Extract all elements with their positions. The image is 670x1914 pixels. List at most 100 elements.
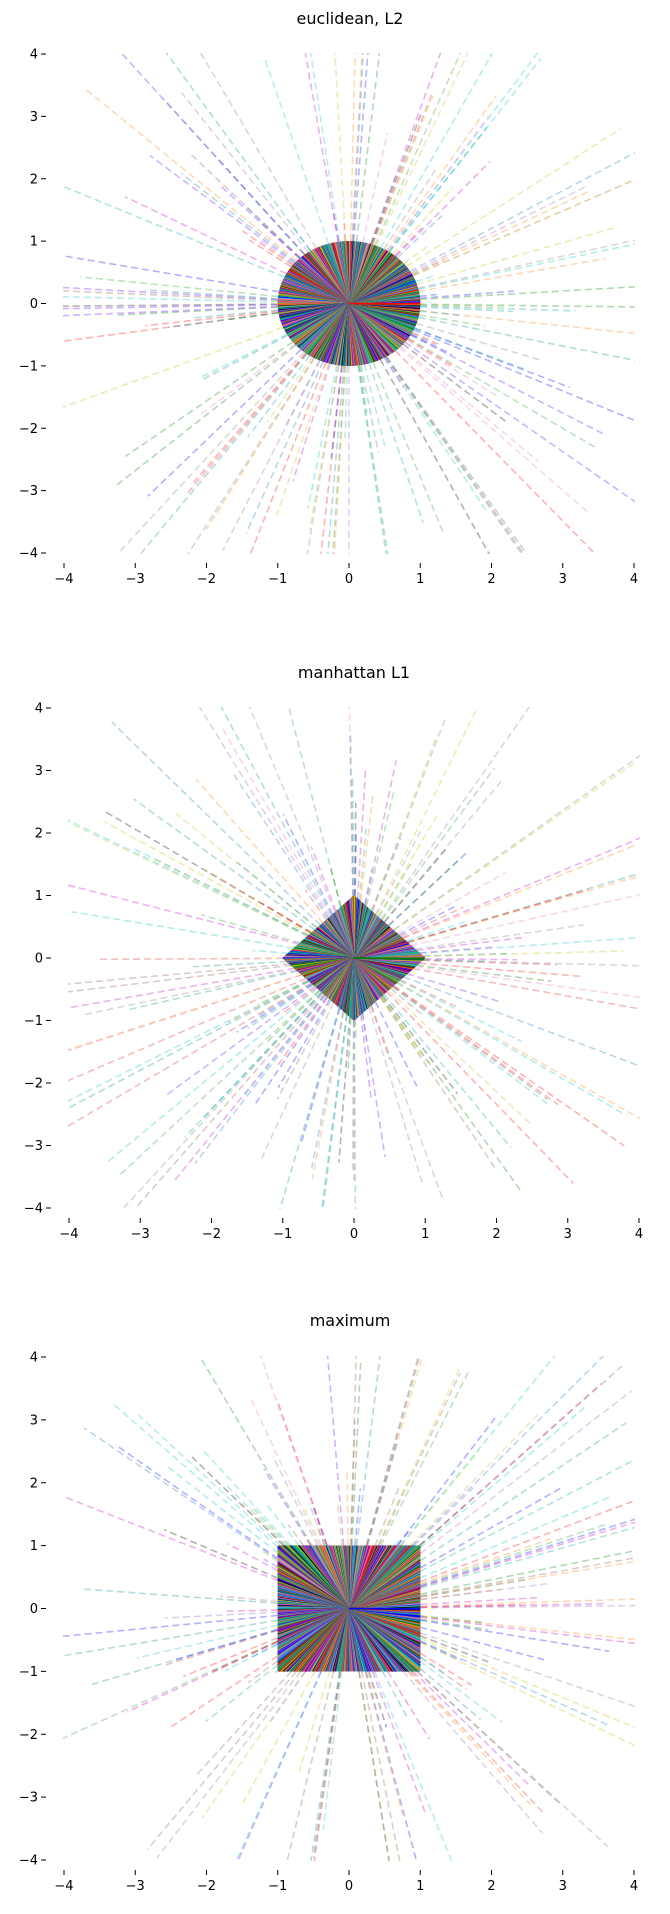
y-tick-label: −2 xyxy=(19,1728,38,1743)
outer-dashed-segment xyxy=(329,864,342,908)
outer-dashed-segment xyxy=(366,1356,424,1546)
outer-dashed-segment xyxy=(63,303,278,307)
outer-dashed-segment xyxy=(133,992,324,1209)
outer-dashed-segment xyxy=(344,365,349,438)
outer-dashed-segment xyxy=(404,341,635,503)
y-tick-label: −3 xyxy=(24,1139,43,1154)
outer-dashed-segment xyxy=(63,295,278,303)
outer-dashed-segment xyxy=(370,114,422,245)
outer-dashed-segment xyxy=(375,53,469,247)
outer-dashed-segment xyxy=(418,1383,602,1547)
y-tick-label: −3 xyxy=(19,1791,38,1806)
outer-dashed-segment xyxy=(419,1639,609,1726)
outer-dashed-segment xyxy=(405,127,622,268)
outer-dashed-segment xyxy=(409,151,635,273)
outer-dashed-segment xyxy=(422,952,509,957)
outer-dashed-segment xyxy=(363,868,373,906)
outer-dashed-segment xyxy=(346,1472,349,1546)
outer-dashed-segment xyxy=(419,1487,562,1569)
outer-dashed-segment xyxy=(188,152,302,259)
outer-dashed-segment xyxy=(369,53,442,245)
outer-dashed-segment xyxy=(197,343,296,417)
outer-dashed-segment xyxy=(68,821,309,937)
outer-dashed-segment xyxy=(226,1485,288,1547)
outer-dashed-segment xyxy=(420,1615,635,1641)
outer-dashed-segment xyxy=(372,361,444,532)
outer-dashed-segment xyxy=(180,172,297,263)
outer-dashed-segment xyxy=(83,1427,279,1561)
outer-dashed-segment xyxy=(380,995,521,1191)
outer-dashed-segment xyxy=(79,276,279,298)
outer-dashed-segment xyxy=(410,333,430,345)
outer-dashed-segment xyxy=(420,1616,635,1645)
x-tick-label: 2 xyxy=(487,1879,495,1894)
outer-dashed-segment xyxy=(418,314,486,327)
outer-dashed-segment xyxy=(387,860,459,927)
outer-dashed-segment xyxy=(358,365,365,391)
outer-dashed-segment xyxy=(384,357,489,515)
y-tick-label: −2 xyxy=(19,422,38,437)
outer-dashed-segment xyxy=(68,967,295,1009)
outer-dashed-segment xyxy=(290,224,312,252)
outer-dashed-segment xyxy=(310,846,337,912)
outer-dashed-segment xyxy=(220,1595,278,1603)
outer-dashed-segment xyxy=(198,707,330,918)
chart-title: maximum xyxy=(310,1311,391,1330)
outer-dashed-segment xyxy=(349,53,356,242)
outer-dashed-segment xyxy=(416,226,619,285)
outer-dashed-segment xyxy=(265,1503,300,1547)
outer-dashed-segment xyxy=(380,996,422,1056)
outer-dashed-segment xyxy=(374,1487,400,1546)
outer-dashed-segment xyxy=(361,1012,386,1158)
outer-dashed-segment xyxy=(309,53,341,242)
outer-dashed-segment xyxy=(399,1356,556,1547)
outer-dashed-segment xyxy=(307,364,338,509)
outer-dashed-segment xyxy=(411,332,437,346)
outer-dashed-segment xyxy=(237,1671,323,1861)
outer-dashed-segment xyxy=(412,178,635,277)
outer-dashed-segment xyxy=(420,1582,549,1601)
outer-dashed-segment xyxy=(380,996,429,1064)
outer-dashed-segment xyxy=(149,154,296,264)
outer-dashed-segment xyxy=(419,1390,632,1555)
x-tick-label: −4 xyxy=(54,1879,73,1894)
outer-dashed-segment xyxy=(220,707,333,916)
outer-dashed-segment xyxy=(406,339,497,397)
outer-dashed-segment xyxy=(174,994,326,1181)
outer-dashed-segment xyxy=(349,732,354,897)
outer-dashed-segment xyxy=(419,1365,623,1547)
x-tick-label: 2 xyxy=(492,1227,500,1242)
outer-dashed-segment xyxy=(419,1504,466,1547)
outer-dashed-segment xyxy=(381,767,496,921)
x-tick-label: −3 xyxy=(126,1879,145,1894)
outer-dashed-segment xyxy=(403,243,431,265)
outer-dashed-segment xyxy=(388,58,542,253)
outer-dashed-segment xyxy=(63,1614,278,1638)
outer-dashed-segment xyxy=(396,1415,498,1547)
x-tick-label: −4 xyxy=(54,572,73,587)
outer-dashed-segment xyxy=(396,1527,413,1547)
outer-dashed-segment xyxy=(68,980,310,1110)
outer-dashed-segment xyxy=(369,172,398,245)
x-tick-label: 1 xyxy=(416,572,424,587)
outer-dashed-segment xyxy=(383,779,503,923)
outer-dashed-segment xyxy=(353,1020,357,1209)
outer-dashed-segment xyxy=(393,762,635,932)
outer-dashed-segment xyxy=(137,1414,282,1547)
outer-dashed-segment xyxy=(361,1013,368,1042)
x-tick-label: 0 xyxy=(345,572,353,587)
outer-dashed-segment xyxy=(398,346,589,513)
outer-dashed-segment xyxy=(251,1643,279,1658)
outer-dashed-segment xyxy=(68,979,309,1102)
outer-dashed-segment xyxy=(286,1671,335,1861)
outer-dashed-segment xyxy=(419,1667,482,1721)
outer-dashed-segment xyxy=(338,1016,351,1163)
x-tick-label: −4 xyxy=(59,1227,78,1242)
x-tick-label: 0 xyxy=(345,1879,353,1894)
outer-dashed-segment xyxy=(420,1588,501,1601)
outer-dashed-segment xyxy=(352,53,369,242)
y-tick-label: −3 xyxy=(19,484,38,499)
outer-dashed-segment xyxy=(263,1558,279,1568)
x-tick-label: 4 xyxy=(630,1879,638,1894)
outer-dashed-segment xyxy=(383,846,449,923)
